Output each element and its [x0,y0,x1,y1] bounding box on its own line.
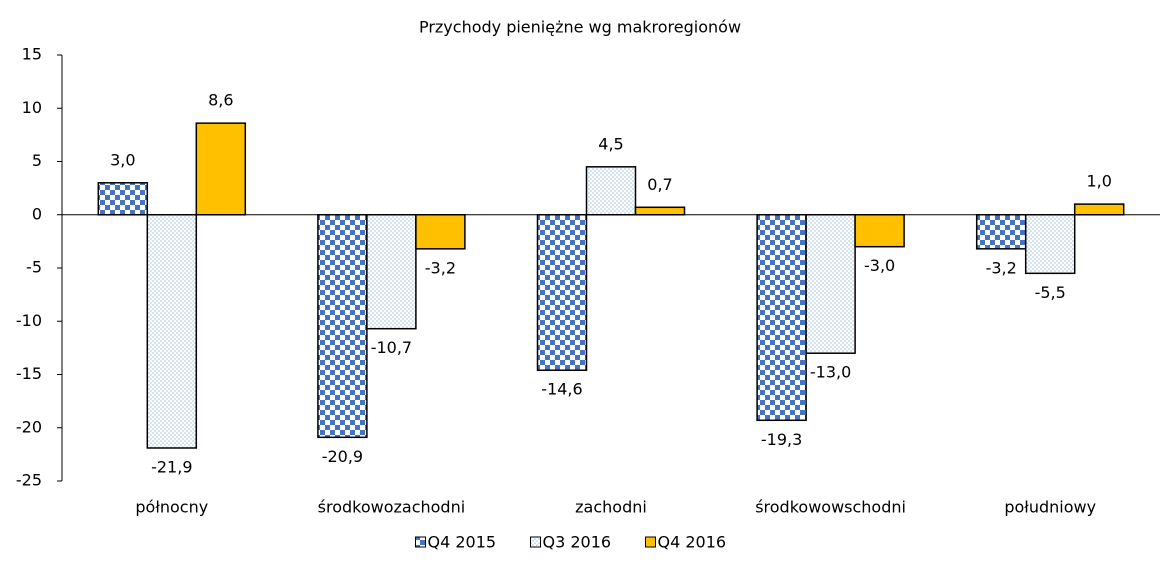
legend-swatch [645,536,656,548]
chart-title: Przychody pieniężne wg makroregionów [419,18,741,37]
y-tick-label: -5 [26,258,42,277]
value-label: -5,5 [1035,283,1066,302]
bar [97,182,149,216]
value-label: -14,6 [541,380,582,399]
value-label: -3,0 [864,256,895,275]
y-tick-label: 10 [22,98,42,117]
bar [805,214,856,354]
legend-swatch [415,536,426,548]
bar [975,214,1027,250]
value-label: -3,2 [425,258,456,277]
y-tick-label: 5 [32,151,42,170]
value-label: -19,3 [761,430,802,449]
bar [1073,203,1125,216]
value-label: -20,9 [322,447,363,466]
y-tick-label: 15 [22,45,42,64]
value-label: -10,7 [371,338,412,357]
x-tick-label: środkowowschodni [755,498,906,517]
bar [366,214,417,330]
x-tick-label: północny [135,498,208,517]
bar [585,166,637,216]
value-label: -3,2 [986,258,1017,277]
y-tick-label: 0 [32,204,42,223]
bar [634,206,686,216]
y-tick-label: -15 [16,364,42,383]
bar [854,214,905,248]
bar [415,214,466,250]
y-tick-label: -25 [16,471,42,490]
y-tick-label: -10 [16,311,42,330]
value-label: 4,5 [598,134,623,153]
value-label: 3,0 [110,150,135,169]
bar [536,214,588,371]
legend-label: Q4 2015 [428,533,497,552]
value-label: -13,0 [810,363,851,382]
bar [146,214,198,449]
legend-label: Q4 2016 [658,533,727,552]
bar [1024,214,1076,275]
bar [317,214,368,439]
bar [195,122,247,216]
legend-label: Q3 2016 [543,533,612,552]
x-tick-label: południowy [1004,498,1096,517]
legend-swatch [530,536,541,548]
value-label: 8,6 [208,91,233,110]
y-tick-label: -20 [16,417,42,436]
x-tick-label: zachodni [575,498,647,517]
value-label: 0,7 [647,175,672,194]
bar [756,214,807,422]
x-tick-label: środkowozachodni [318,498,466,517]
value-label: 1,0 [1086,172,1111,191]
value-label: -21,9 [151,457,192,476]
